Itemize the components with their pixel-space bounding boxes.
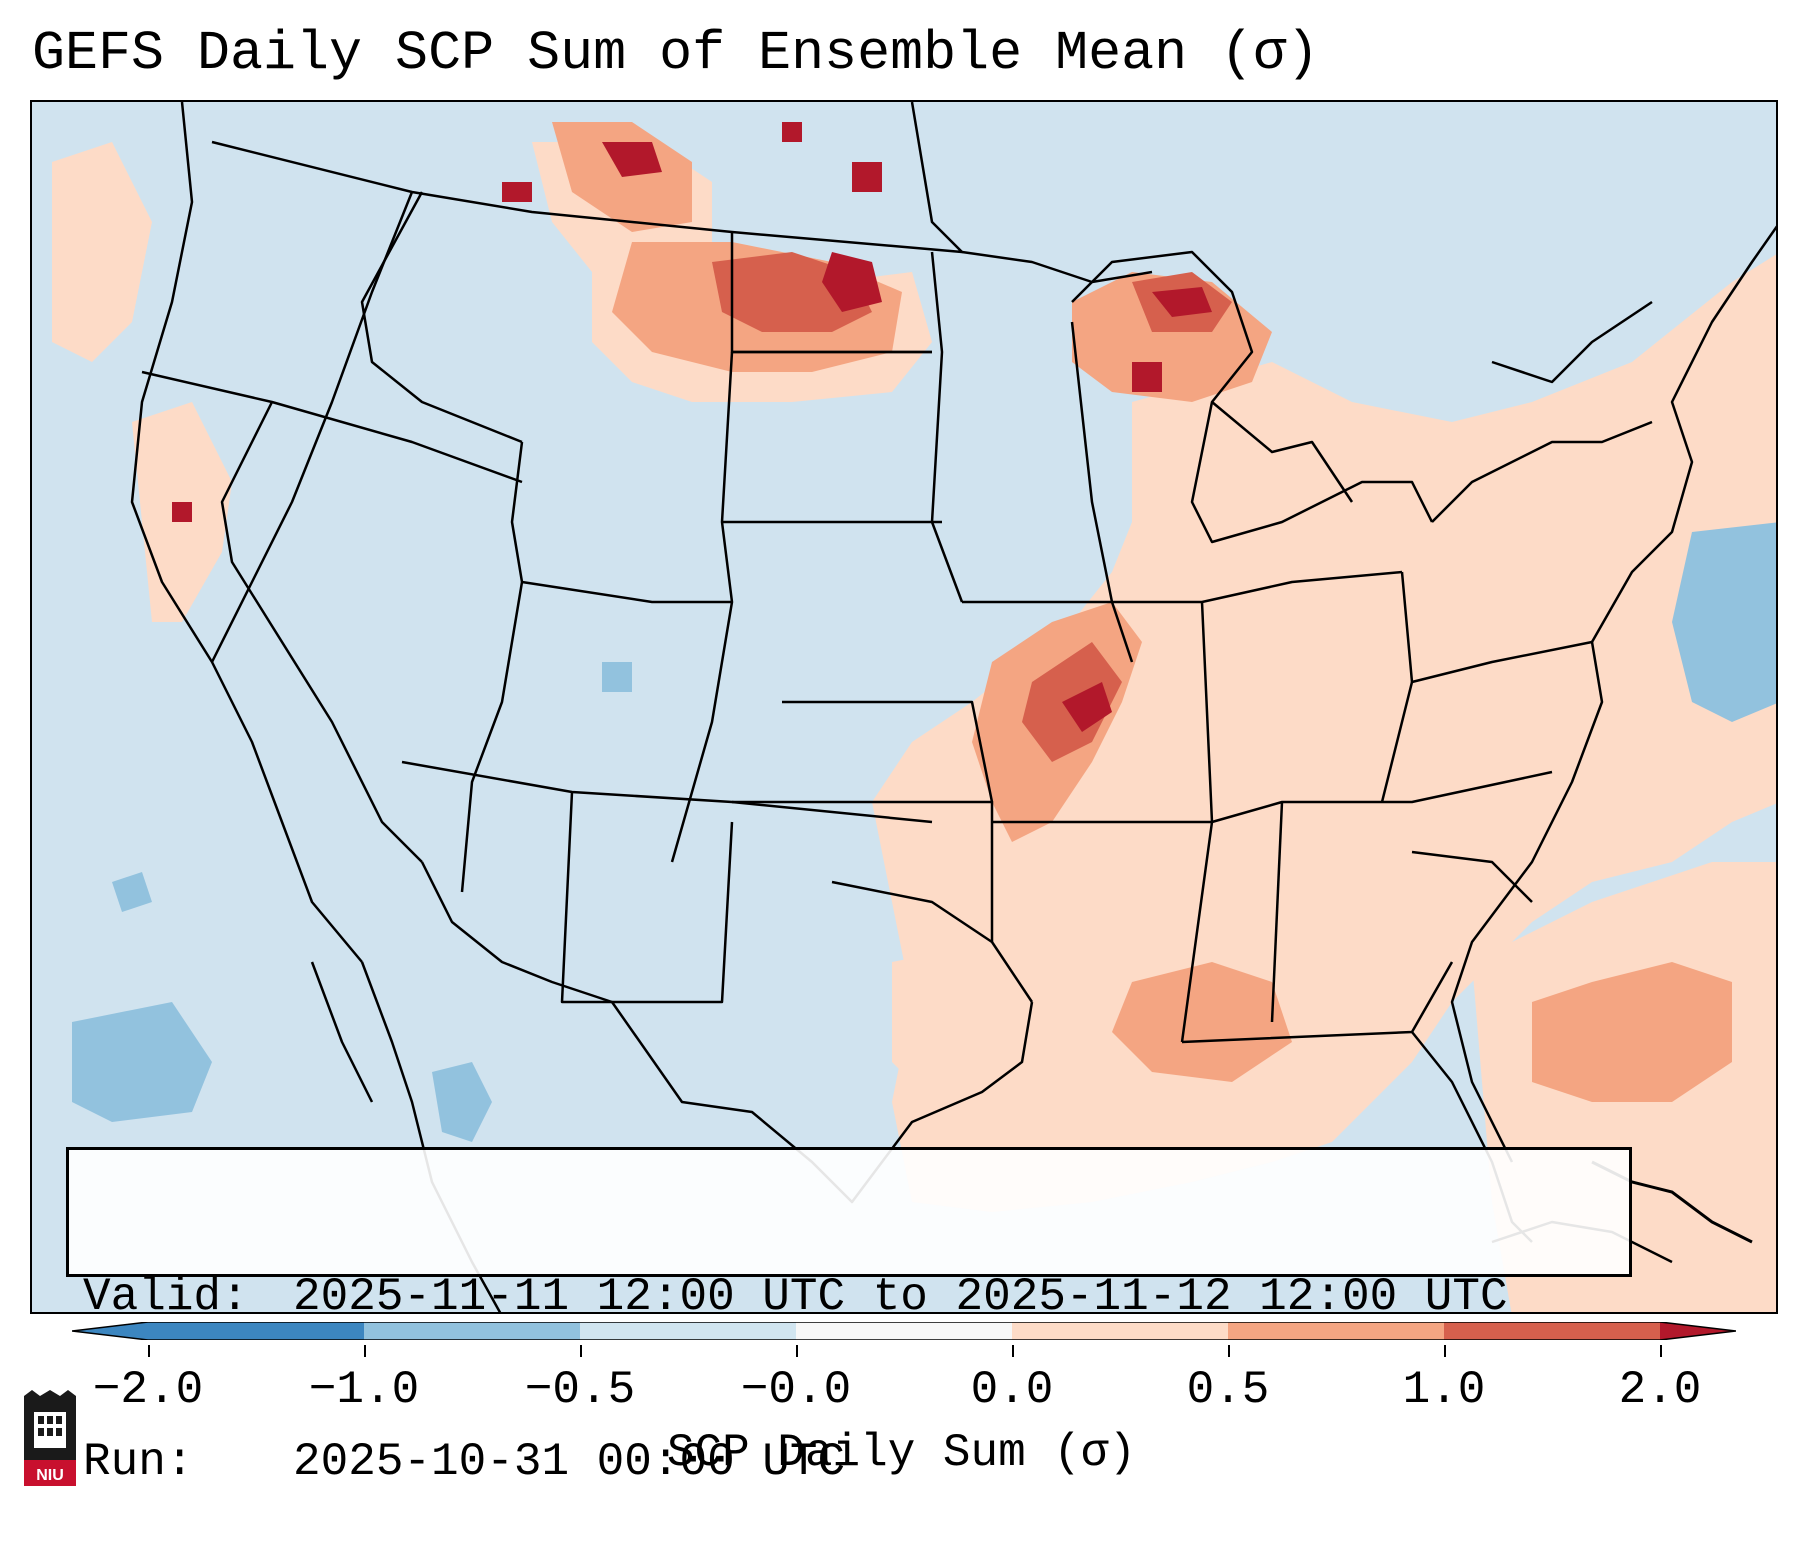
valid-label: Valid: xyxy=(83,1271,249,1323)
tick-mark xyxy=(364,1345,366,1357)
tick-mark xyxy=(1012,1345,1014,1357)
colorbar-extend-high xyxy=(1660,1322,1736,1340)
tick-mark xyxy=(1660,1345,1662,1357)
colorbar-segment-6 xyxy=(1228,1322,1444,1340)
tick-label: −0.0 xyxy=(740,1364,852,1416)
valid-row: Valid: 2025-11-11 12:00 UTC to 2025-11-1… xyxy=(83,1270,1615,1325)
colorbar-segment-4 xyxy=(796,1322,1012,1340)
logo-text: NIU xyxy=(36,1467,64,1484)
tick-label: −0.5 xyxy=(524,1364,636,1416)
tick-mark xyxy=(1444,1345,1446,1357)
map-panel xyxy=(30,100,1778,1314)
colorbar-ticks: −2.0 −1.0 −0.5 −0.0 0.0 0.5 1.0 2.0 xyxy=(0,1345,1803,1415)
tick-mark xyxy=(148,1345,150,1357)
scp-field-positive-light xyxy=(52,142,1776,1312)
niu-logo: NIU xyxy=(24,1390,76,1486)
scp-field-positive-max xyxy=(172,122,1212,732)
run-row: Run: 2025-10-31 00:00 UTC xyxy=(83,1435,1615,1490)
colorbar-segment-3 xyxy=(580,1322,796,1340)
tick-label: −1.0 xyxy=(308,1364,420,1416)
tick-label: 1.0 xyxy=(1402,1364,1486,1416)
run-info-box: Valid: 2025-11-11 12:00 UTC to 2025-11-1… xyxy=(66,1147,1632,1488)
tick-label: 2.0 xyxy=(1618,1364,1702,1416)
political-boundaries xyxy=(130,102,1776,1312)
tick-mark xyxy=(1228,1345,1230,1357)
run-value: 2025-10-31 00:00 UTC xyxy=(293,1436,846,1488)
scp-field-negative xyxy=(72,522,1776,1142)
colorbar-segment-2 xyxy=(364,1322,580,1340)
run-label: Run: xyxy=(83,1436,194,1488)
colorbar-segment-5 xyxy=(1012,1322,1228,1340)
colorbar-segment-7 xyxy=(1444,1322,1660,1340)
tick-mark xyxy=(796,1345,798,1357)
tick-label: 0.5 xyxy=(1186,1364,1270,1416)
tick-label: −2.0 xyxy=(92,1364,204,1416)
colorbar-segment-1 xyxy=(148,1322,364,1340)
colorbar-extend-low xyxy=(72,1322,148,1340)
valid-value: 2025-11-11 12:00 UTC to 2025-11-12 12:00… xyxy=(293,1271,1508,1323)
figure-title: GEFS Daily SCP Sum of Ensemble Mean (σ) xyxy=(32,22,1320,85)
colorbar-label: SCP Daily Sum (σ) xyxy=(666,1427,1137,1479)
tick-mark xyxy=(580,1345,582,1357)
colorbar xyxy=(72,1322,1736,1340)
tick-label: 0.0 xyxy=(970,1364,1054,1416)
